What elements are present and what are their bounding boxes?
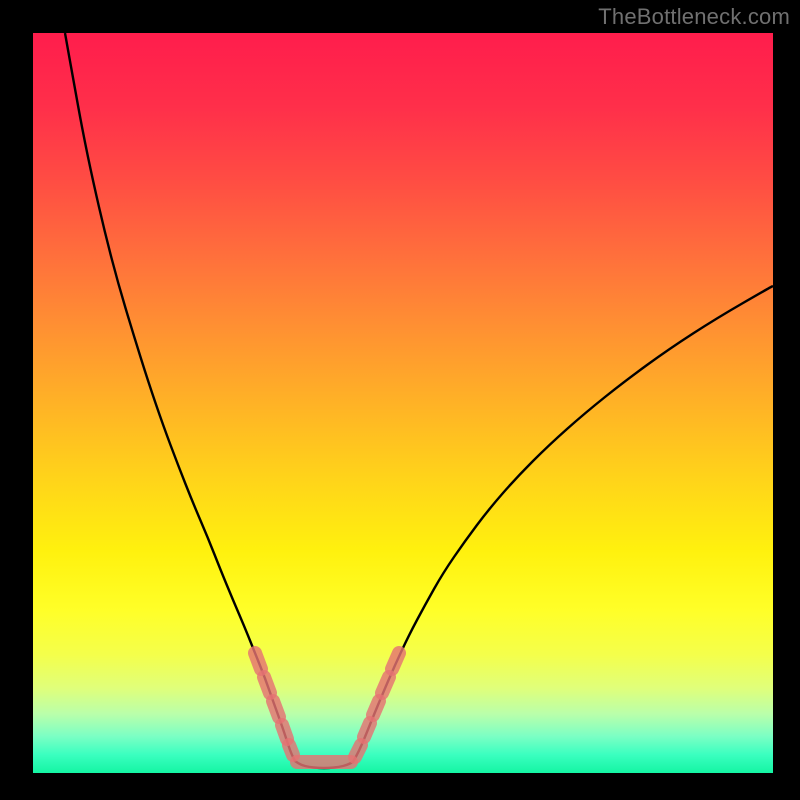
plot-area — [33, 33, 773, 773]
highlight-segment — [364, 723, 370, 737]
highlight-segment — [289, 745, 293, 755]
highlight-segment — [373, 701, 379, 715]
highlight-segment — [264, 677, 270, 693]
bottleneck-curve — [65, 33, 773, 768]
chart-container: TheBottleneck.com — [0, 0, 800, 800]
plot-svg — [33, 33, 773, 773]
highlight-segment — [382, 677, 389, 693]
highlight-segment — [282, 725, 287, 739]
highlight-segment — [392, 653, 399, 669]
watermark-text: TheBottleneck.com — [598, 4, 790, 30]
highlight-segment — [355, 745, 361, 757]
highlight-segment — [273, 701, 279, 717]
highlight-segment — [255, 653, 261, 669]
